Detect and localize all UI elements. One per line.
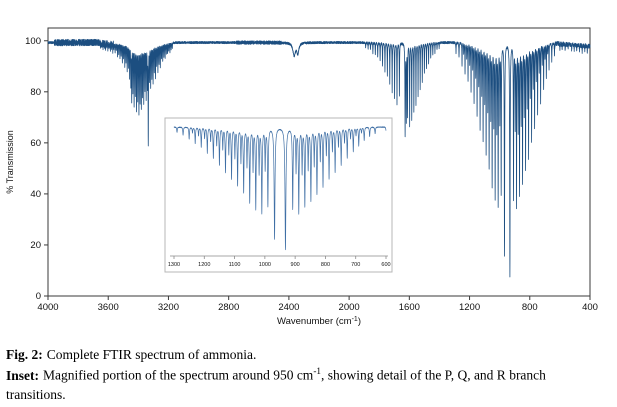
y-tick-label: 80: [30, 87, 41, 98]
caption-fig-text: Complete FTIR spectrum of ammonia.: [46, 347, 257, 362]
x-tick-label: 2000: [339, 302, 360, 313]
inset-x-tick-label: 1000: [259, 262, 271, 268]
inset-spectrum-line: [173, 126, 387, 251]
spectrum-line: [47, 38, 591, 278]
caption-inset-text-post: , showing detail of the P, Q, and R bran…: [6, 367, 546, 402]
ftir-spectrum-chart: 0 20 40 60 80 100 4000 3600 3200 2800 2400 2000 1600…: [5, 27, 598, 327]
x-tick-label: 1600: [399, 302, 420, 313]
y-tick-label: 20: [30, 240, 41, 251]
x-axis-title: Wavenumber (cm-1): [277, 316, 361, 327]
y-tick-label: 60: [30, 138, 41, 149]
inset-x-tick-label: 700: [351, 262, 360, 268]
x-tick-label: 400: [582, 302, 598, 313]
y-tick-label: 100: [25, 36, 41, 47]
x-tick-label: 3200: [158, 302, 179, 313]
x-tick-label: 2800: [218, 302, 239, 313]
inset-x-tick-label: 1200: [198, 262, 210, 268]
caption-line-fig: Fig. 2: Complete FTIR spectrum of ammonia…: [6, 345, 607, 364]
x-tick-label: 4000: [37, 302, 58, 313]
caption-inset-text-pre: Magnified portion of the spectrum around…: [43, 367, 314, 383]
caption-line-inset: Inset: Magnified portion of the spectrum …: [6, 365, 607, 404]
x-tick-label: 3600: [98, 302, 119, 313]
figure-caption: Fig. 2: Complete FTIR spectrum of ammonia…: [0, 341, 617, 404]
x-tick-label: 1200: [459, 302, 480, 313]
x-tick-label: 2400: [278, 302, 299, 313]
inset-x-tick-label: 900: [291, 262, 300, 268]
inset-x-tick-label: 1300: [168, 262, 180, 268]
inset-frame: [164, 117, 393, 273]
inset-x-tick-label: 1100: [229, 262, 241, 268]
inset-x-tick-label: 600: [381, 262, 390, 268]
y-tick-label: 0: [36, 291, 41, 302]
y-axis-title: % Transmission: [5, 130, 15, 194]
y-tick-label: 40: [30, 189, 41, 200]
caption-inset-superscript: -1: [313, 366, 321, 377]
caption-fig-label: Fig. 2:: [6, 347, 43, 362]
caption-inset-label: Inset:: [6, 367, 39, 383]
inset-x-tick-label: 800: [321, 262, 330, 268]
x-tick-label: 800: [522, 302, 538, 313]
